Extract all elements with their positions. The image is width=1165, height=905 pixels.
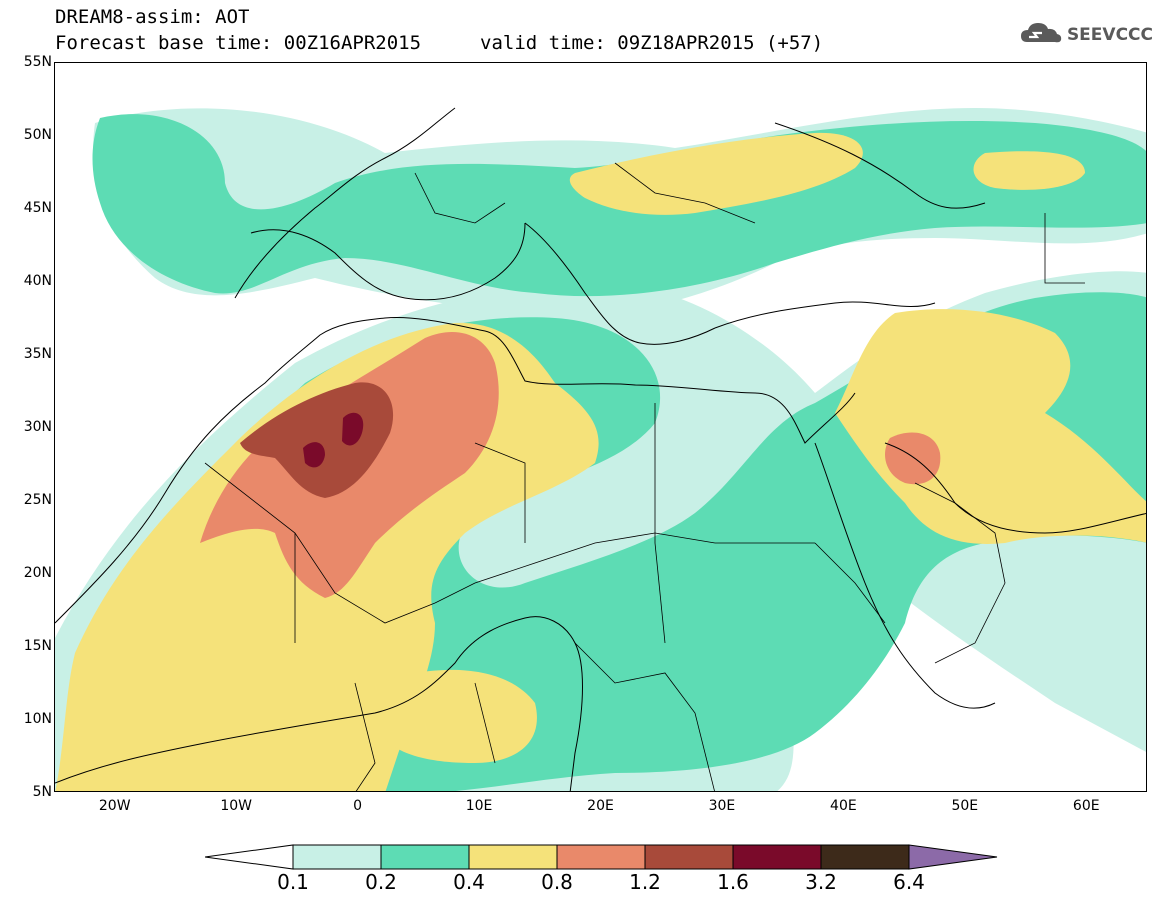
colorbar-swatch (732, 844, 822, 870)
lon-tick-label: 10W (220, 798, 252, 814)
lon-tick-label: 60E (1072, 798, 1100, 814)
colorbar-level-label: 3.2 (805, 870, 837, 894)
colorbar-swatch (556, 844, 646, 870)
colorbar-swatch (468, 844, 558, 870)
colorbar-level-label: 1.6 (717, 870, 749, 894)
country-borders (204, 162, 1085, 791)
lon-tick-label: 50E (951, 798, 979, 814)
lat-tick-label: 35N (23, 346, 52, 362)
lon-tick-label: 30E (708, 798, 736, 814)
seevccc-logo: SEEVCCC (1019, 20, 1153, 50)
colorbar-level-label: 0.8 (541, 870, 573, 894)
lat-tick-label: 25N (23, 492, 52, 508)
colorbar-level-label: 0.1 (277, 870, 309, 894)
lat-tick-label: 30N (23, 419, 52, 435)
colorbar-level-label: 6.4 (893, 870, 925, 894)
lon-tick-label: 0 (353, 798, 363, 814)
lat-tick-label: 15N (23, 638, 52, 654)
coastlines (55, 107, 1146, 791)
lat-tick-label: 50N (23, 127, 52, 143)
lon-tick-label: 20W (98, 798, 131, 814)
lat-tick-label: 20N (23, 565, 52, 581)
aot-field-map (55, 107, 1146, 791)
colorbar-swatch (292, 844, 382, 870)
colorbar-swatch (380, 844, 470, 870)
map-panel[interactable] (54, 62, 1147, 792)
logo-text: SEEVCCC (1066, 25, 1153, 45)
lat-tick-label: 5N (32, 784, 52, 800)
lat-tick-label: 45N (23, 200, 52, 216)
valid-time: valid time: 09Z18APR2015 (+57) (480, 32, 824, 54)
aot-contours (55, 108, 1146, 791)
forecast-base-time: Forecast base time: 00Z16APR2015 (55, 32, 422, 54)
lat-tick-label: 10N (23, 711, 52, 727)
lat-tick-label: 40N (23, 273, 52, 289)
colorbar (205, 844, 998, 870)
colorbar-swatch (820, 844, 910, 870)
colorbar-over-triangle (908, 844, 998, 870)
colorbar-level-label: 0.4 (453, 870, 485, 894)
cloud-icon (1019, 20, 1063, 50)
map-title: DREAM8-assim: AOT (55, 6, 250, 28)
lon-tick-label: 40E (830, 798, 857, 814)
colorbar-swatch (644, 844, 734, 870)
colorbar-level-label: 0.2 (365, 870, 397, 894)
colorbar-under-triangle (205, 844, 294, 870)
lat-tick-label: 55N (23, 54, 52, 70)
colorbar-level-label: 1.2 (629, 870, 661, 894)
lon-tick-label: 10E (465, 798, 493, 814)
lon-tick-label: 20E (587, 798, 614, 814)
